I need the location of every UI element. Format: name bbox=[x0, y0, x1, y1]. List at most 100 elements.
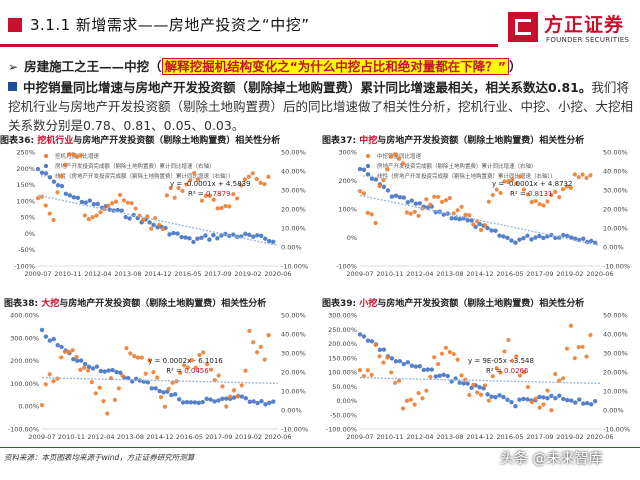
blue-series-point bbox=[413, 364, 419, 369]
blue-series-point bbox=[192, 400, 198, 405]
y-right-tick-label: 10.00% bbox=[281, 225, 306, 233]
orange-series-point bbox=[541, 402, 546, 407]
chart-panel-c36: 图表36: 挖机行业与房地产开发投资额（剔除土地购置费）相关性分析 250% 200… bbox=[0, 133, 318, 283]
legend-marker bbox=[44, 154, 48, 158]
orange-series-point bbox=[192, 170, 197, 176]
bullet2-bold: 中挖销量同比增速与房地产开发投资额（剔除掉土地购置费）累计同比增速最相关，相关系… bbox=[23, 80, 592, 95]
founder-logo-icon bbox=[508, 12, 538, 42]
orange-series-point bbox=[105, 411, 110, 416]
y-left-tick-label: 150.00% bbox=[328, 354, 357, 362]
r-squared-label: R² = 0.0266 bbox=[486, 367, 529, 375]
blue-series-point bbox=[393, 359, 399, 364]
blue-series-point bbox=[505, 235, 510, 241]
orange-series-point bbox=[572, 356, 577, 361]
orange-series-point bbox=[254, 350, 260, 355]
orange-series-point bbox=[155, 375, 160, 380]
blue-series-point bbox=[153, 386, 158, 391]
x-tick-label: 2016-05 bbox=[176, 433, 203, 441]
blue-series-point bbox=[173, 392, 178, 397]
blue-series-point bbox=[267, 400, 272, 405]
blue-series-point bbox=[405, 200, 411, 205]
blue-series-point bbox=[271, 399, 276, 404]
x-tick-label: 2013-08 bbox=[114, 270, 141, 278]
blue-series-point bbox=[207, 237, 212, 242]
orange-series-point bbox=[584, 175, 589, 180]
x-tick-label: 2014-12 bbox=[466, 433, 493, 441]
orange-series-point bbox=[124, 346, 129, 351]
blue-series-point bbox=[247, 232, 252, 238]
orange-series-point bbox=[39, 403, 45, 408]
source-note: 资料来源：本页图表均来源于wind，方正证券研究所测算 bbox=[4, 453, 195, 462]
blue-series-point bbox=[409, 363, 415, 368]
orange-series-point bbox=[385, 355, 390, 360]
y-left-tick-label: 200.00% bbox=[10, 357, 39, 365]
orange-series-point bbox=[529, 199, 534, 205]
blue-series-point bbox=[187, 236, 192, 241]
blue-series-point bbox=[357, 166, 363, 172]
blue-series-point bbox=[381, 184, 387, 190]
y-right-tick-label: 40.00% bbox=[603, 168, 628, 176]
x-tick-label: 2020-06 bbox=[586, 270, 613, 278]
orange-series-point bbox=[568, 323, 573, 328]
blue-series-point bbox=[119, 208, 124, 213]
x-tick-label: 2009-07 bbox=[346, 433, 373, 441]
y-right-tick-label: 50.00% bbox=[603, 149, 628, 157]
orange-series-point bbox=[412, 402, 417, 407]
blue-series-point bbox=[397, 358, 403, 364]
orange-series-point bbox=[106, 203, 111, 208]
orange-series-point bbox=[400, 406, 406, 411]
blue-series-point bbox=[457, 380, 462, 385]
orange-series-point bbox=[416, 213, 421, 218]
bullet2-rest: 我们将挖机行业与房地产开发投资额（剔除土地购置费）后的同比增速做了相关性分析，挖… bbox=[8, 80, 634, 133]
y-left-tick-label: 400.00% bbox=[10, 312, 39, 320]
y-left-tick-label: 250% bbox=[16, 149, 35, 157]
blue-series-point bbox=[573, 400, 578, 405]
orange-series-point bbox=[584, 354, 589, 359]
orange-series-point bbox=[377, 184, 382, 189]
blue-series-point bbox=[200, 399, 205, 405]
blue-series-point bbox=[565, 397, 570, 403]
blue-series-point bbox=[83, 200, 89, 205]
bullet-point-1: ➢ 房建施工之王——中挖（ 解释挖掘机结构变化之“为什么中挖占比和绝对量都在下降？”… bbox=[8, 56, 638, 75]
orange-series-point bbox=[208, 367, 214, 372]
orange-series-point bbox=[471, 382, 476, 387]
chart-panel-c38: 图表38: 大挖与房地产开发投资额（剔除土地购置费）相关性分析 400.00% 30… bbox=[4, 296, 318, 446]
blue-series-point bbox=[585, 400, 590, 406]
y-left-tick-label: 0.00% bbox=[336, 397, 357, 405]
orange-series-point bbox=[404, 210, 409, 215]
orange-series-point bbox=[553, 371, 558, 377]
legend-marker bbox=[366, 154, 370, 158]
blue-series-point bbox=[381, 347, 387, 352]
blue-series-point bbox=[517, 237, 522, 242]
blue-series-point bbox=[513, 403, 518, 409]
orange-series-point bbox=[467, 213, 472, 218]
orange-series-point bbox=[393, 152, 398, 157]
orange-series-point bbox=[128, 351, 133, 356]
orange-series-point bbox=[357, 188, 363, 194]
x-tick-label: 2019-02 bbox=[235, 433, 262, 441]
y-right-tick-label: 20.00% bbox=[281, 206, 306, 214]
blue-series-point bbox=[110, 367, 115, 373]
blue-series-point bbox=[497, 393, 502, 398]
blue-series-point bbox=[271, 239, 276, 245]
r-squared-label: R² = 0.0456 bbox=[166, 367, 209, 375]
orange-series-point bbox=[78, 153, 84, 158]
x-tick-label: 2010-11 bbox=[376, 433, 403, 441]
blue-series-point bbox=[212, 399, 217, 404]
blue-series-point bbox=[477, 385, 482, 390]
orange-series-point bbox=[518, 174, 523, 179]
orange-series-point bbox=[166, 386, 171, 391]
y-right-tick-label: -10.00% bbox=[281, 263, 308, 271]
orange-series-point bbox=[369, 212, 374, 217]
orange-series-point bbox=[439, 199, 445, 204]
orange-series-point bbox=[494, 187, 499, 192]
blue-series-point bbox=[243, 231, 248, 237]
orange-series-point bbox=[432, 355, 437, 360]
orange-series-point bbox=[525, 192, 531, 197]
blue-series-point bbox=[513, 240, 518, 245]
blue-series-point bbox=[521, 396, 526, 402]
orange-series-point bbox=[572, 172, 577, 177]
x-tick-label: 2017-09 bbox=[526, 270, 553, 278]
blue-series-point bbox=[557, 393, 562, 398]
orange-series-point bbox=[494, 366, 499, 371]
